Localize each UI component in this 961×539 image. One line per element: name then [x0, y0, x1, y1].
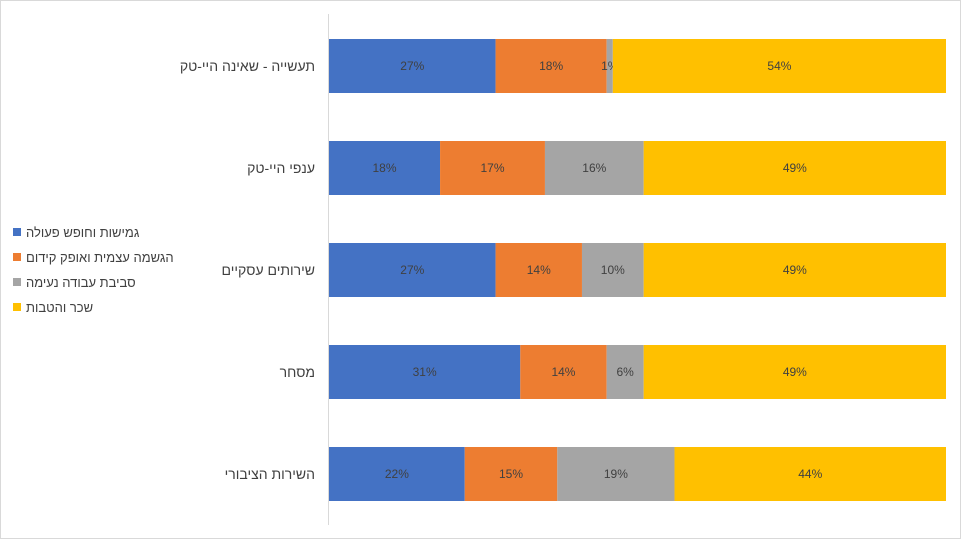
bar-segment-1-4: [612, 39, 946, 93]
category-label-5: השירות הציבורי: [225, 466, 315, 482]
data-label-5-2: 15%: [499, 467, 523, 481]
bars-group: 27% 18% 1% 54%18% 17% 16% 49%27% 14% 10% 49%31% 14…: [329, 39, 946, 501]
legend-label-2: הגשמה עצמית ואופק קידום: [26, 250, 174, 265]
category-labels: תעשייה - שאינה היי-טק ענפי היי-טק שירותים …: [180, 58, 315, 482]
bar-segment-4-1: [329, 345, 521, 399]
category-label-2: ענפי היי-טק: [247, 160, 315, 176]
legend-swatch-4: [13, 303, 21, 311]
legend-swatch-1: [13, 228, 21, 236]
bar-segment-3-2: [495, 243, 582, 297]
bar-segment-1-3: [606, 39, 613, 93]
legend-label-3: סביבת עבודה נעימה: [26, 275, 136, 290]
bar-segment-2-4: [643, 141, 946, 195]
bar-segment-2-2: [440, 141, 545, 195]
data-label-1-2: 18%: [539, 59, 563, 73]
bar-segment-5-1: [329, 447, 465, 501]
bar-segment-5-4: [674, 447, 946, 501]
data-label-2-3: 16%: [582, 161, 606, 175]
legend-label-4: שכר והטבות: [26, 300, 93, 315]
data-label-3-1: 27%: [400, 263, 424, 277]
bar-segment-3-1: [329, 243, 496, 297]
data-label-3-2: 14%: [527, 263, 551, 277]
bar-segment-4-4: [643, 345, 946, 399]
data-label-2-4: 49%: [783, 161, 807, 175]
data-label-2-2: 17%: [480, 161, 504, 175]
data-label-3-3: 10%: [601, 263, 625, 277]
bar-segment-5-2: [464, 447, 558, 501]
data-label-1-1: 27%: [400, 59, 424, 73]
category-label-3: שירותים עסקיים: [222, 262, 315, 278]
data-label-2-1: 18%: [373, 161, 397, 175]
data-label-4-4: 49%: [783, 365, 807, 379]
bar-segment-3-3: [581, 243, 644, 297]
bar-segment-1-1: [329, 39, 496, 93]
bar-segment-1-2: [495, 39, 607, 93]
legend-swatch-3: [13, 278, 21, 286]
bar-segment-2-3: [544, 141, 644, 195]
bar-segment-4-2: [520, 345, 607, 399]
legend: גמישות וחופש פעולה הגשמה עצמית ואופק קידו…: [13, 225, 174, 315]
data-label-5-1: 22%: [385, 467, 409, 481]
data-label-5-4: 44%: [798, 467, 822, 481]
bar-segment-5-3: [557, 447, 675, 501]
legend-label-1: גמישות וחופש פעולה: [26, 225, 140, 240]
bar-segment-2-1: [329, 141, 441, 195]
bar-segment-4-3: [606, 345, 644, 399]
data-label-5-3: 19%: [604, 467, 628, 481]
legend-swatch-2: [13, 253, 21, 261]
category-label-1: תעשייה - שאינה היי-טק: [180, 58, 315, 74]
data-label-1-4: 54%: [767, 59, 791, 73]
data-label-3-4: 49%: [783, 263, 807, 277]
bar-segment-3-4: [643, 243, 946, 297]
category-label-4: מסחר: [280, 364, 315, 380]
data-label-4-3: 6%: [616, 365, 634, 379]
data-label-4-1: 31%: [413, 365, 437, 379]
data-label-4-2: 14%: [551, 365, 575, 379]
